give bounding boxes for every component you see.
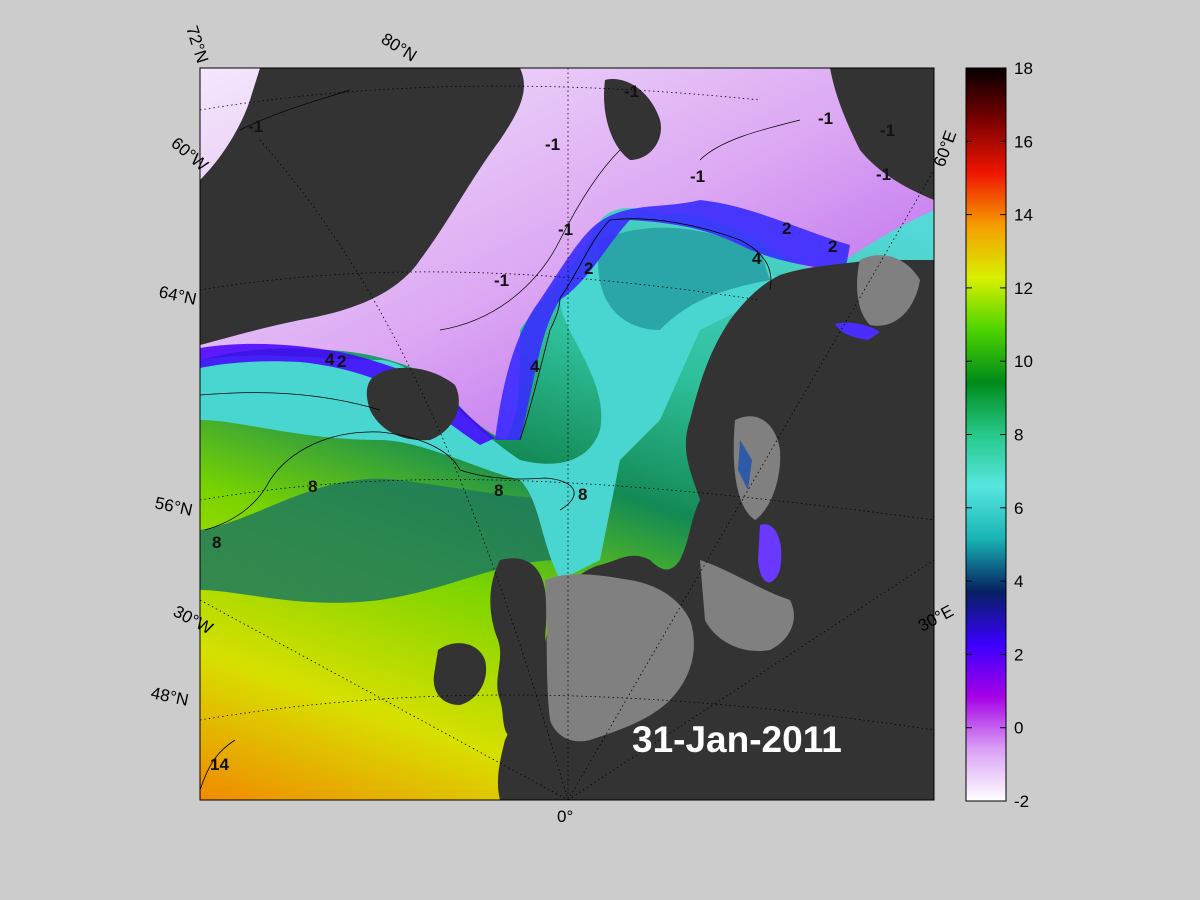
contour-label: -1 bbox=[818, 109, 833, 128]
gulf-of-bothnia-mask bbox=[733, 416, 781, 520]
white-sea-water-patch bbox=[835, 322, 880, 340]
cool-water-band bbox=[200, 478, 580, 603]
contour-line bbox=[204, 431, 575, 531]
contour-label: 8 bbox=[494, 481, 503, 500]
contour-label: 2 bbox=[828, 237, 837, 256]
colorbar-tick-label: 2 bbox=[1014, 645, 1023, 664]
contour-label: 8 bbox=[578, 485, 587, 504]
colorbar-tick-label: 10 bbox=[1014, 352, 1033, 371]
lon-label-80N: 80°N bbox=[378, 29, 420, 65]
contour-label: -1 bbox=[248, 117, 263, 136]
lat-label-56N: 56°N bbox=[153, 493, 194, 519]
contour-label: -1 bbox=[690, 167, 705, 186]
colorbar-tick-label: 6 bbox=[1014, 499, 1023, 518]
contour-label: -1 bbox=[545, 135, 560, 154]
contour-label: -1 bbox=[558, 220, 573, 239]
colorbar-ramp bbox=[965, 67, 1007, 802]
colorbar-tick-label: 16 bbox=[1014, 132, 1033, 151]
contour-label: 4 bbox=[752, 249, 762, 268]
map-panel: -1 -1 -1 -1 -1 -1 -1 -1 -1 2 2 2 4 4 2 4… bbox=[200, 68, 934, 800]
contour-label: 2 bbox=[337, 352, 346, 371]
contour-label: 4 bbox=[325, 350, 335, 369]
colorbar-tick-label: 12 bbox=[1014, 279, 1033, 298]
baltic-water-patch bbox=[758, 524, 782, 583]
contour-line bbox=[200, 739, 236, 791]
graticule bbox=[200, 68, 934, 800]
lon-label-0: 0° bbox=[557, 807, 573, 826]
colorbar-tick-label: 0 bbox=[1014, 719, 1023, 738]
novaya-zemlya-land bbox=[830, 68, 934, 200]
contour-line bbox=[559, 218, 772, 299]
colorbar-ticks: 18 16 14 12 10 8 6 4 2 0 -2 bbox=[966, 59, 1033, 811]
white-sea-mask bbox=[857, 255, 920, 326]
baltic-sea-mask bbox=[700, 560, 794, 651]
contour-label: 8 bbox=[308, 477, 317, 496]
contour-label: 4 bbox=[530, 357, 540, 376]
barents-water bbox=[598, 227, 770, 330]
contour-label: -1 bbox=[624, 82, 639, 101]
contour-label: 14 bbox=[210, 755, 229, 774]
svalbard-land bbox=[604, 79, 661, 160]
colorbar-tick-label: -2 bbox=[1014, 792, 1029, 811]
lat-label-72N: 72°N bbox=[182, 23, 212, 65]
contour-line bbox=[519, 297, 561, 441]
contour-label: 8 bbox=[212, 533, 221, 552]
contour-line bbox=[239, 89, 801, 331]
greenland-land bbox=[200, 68, 524, 345]
great-britain-land bbox=[490, 558, 550, 740]
lat-label-48N: 48°N bbox=[149, 683, 190, 709]
colorbar: 18 16 14 12 10 8 6 4 2 0 -2 bbox=[965, 59, 1033, 811]
lat-label-64N: 64°N bbox=[157, 282, 198, 308]
date-label: 31-Jan-2011 bbox=[632, 719, 842, 760]
contour-label: 2 bbox=[782, 219, 791, 238]
ireland-land bbox=[433, 643, 487, 705]
colorbar-tick-label: 8 bbox=[1014, 426, 1023, 445]
ice-edge-2C bbox=[495, 200, 850, 440]
contour-label: 2 bbox=[584, 259, 593, 278]
north-sea-shelf bbox=[545, 574, 694, 742]
contour-label: -1 bbox=[876, 165, 891, 184]
contour-labels: -1 -1 -1 -1 -1 -1 -1 -1 -1 2 2 2 4 4 2 4… bbox=[210, 82, 895, 774]
bothnian-warm-patch bbox=[738, 440, 752, 490]
contour-label: -1 bbox=[494, 271, 509, 290]
map-frame bbox=[199, 67, 935, 801]
colorbar-tick-label: 18 bbox=[1014, 59, 1033, 78]
contour-label: -1 bbox=[880, 121, 895, 140]
colorbar-tick-label: 14 bbox=[1014, 206, 1033, 225]
contour-line bbox=[200, 392, 381, 411]
colorbar-tick-label: 4 bbox=[1014, 572, 1023, 591]
